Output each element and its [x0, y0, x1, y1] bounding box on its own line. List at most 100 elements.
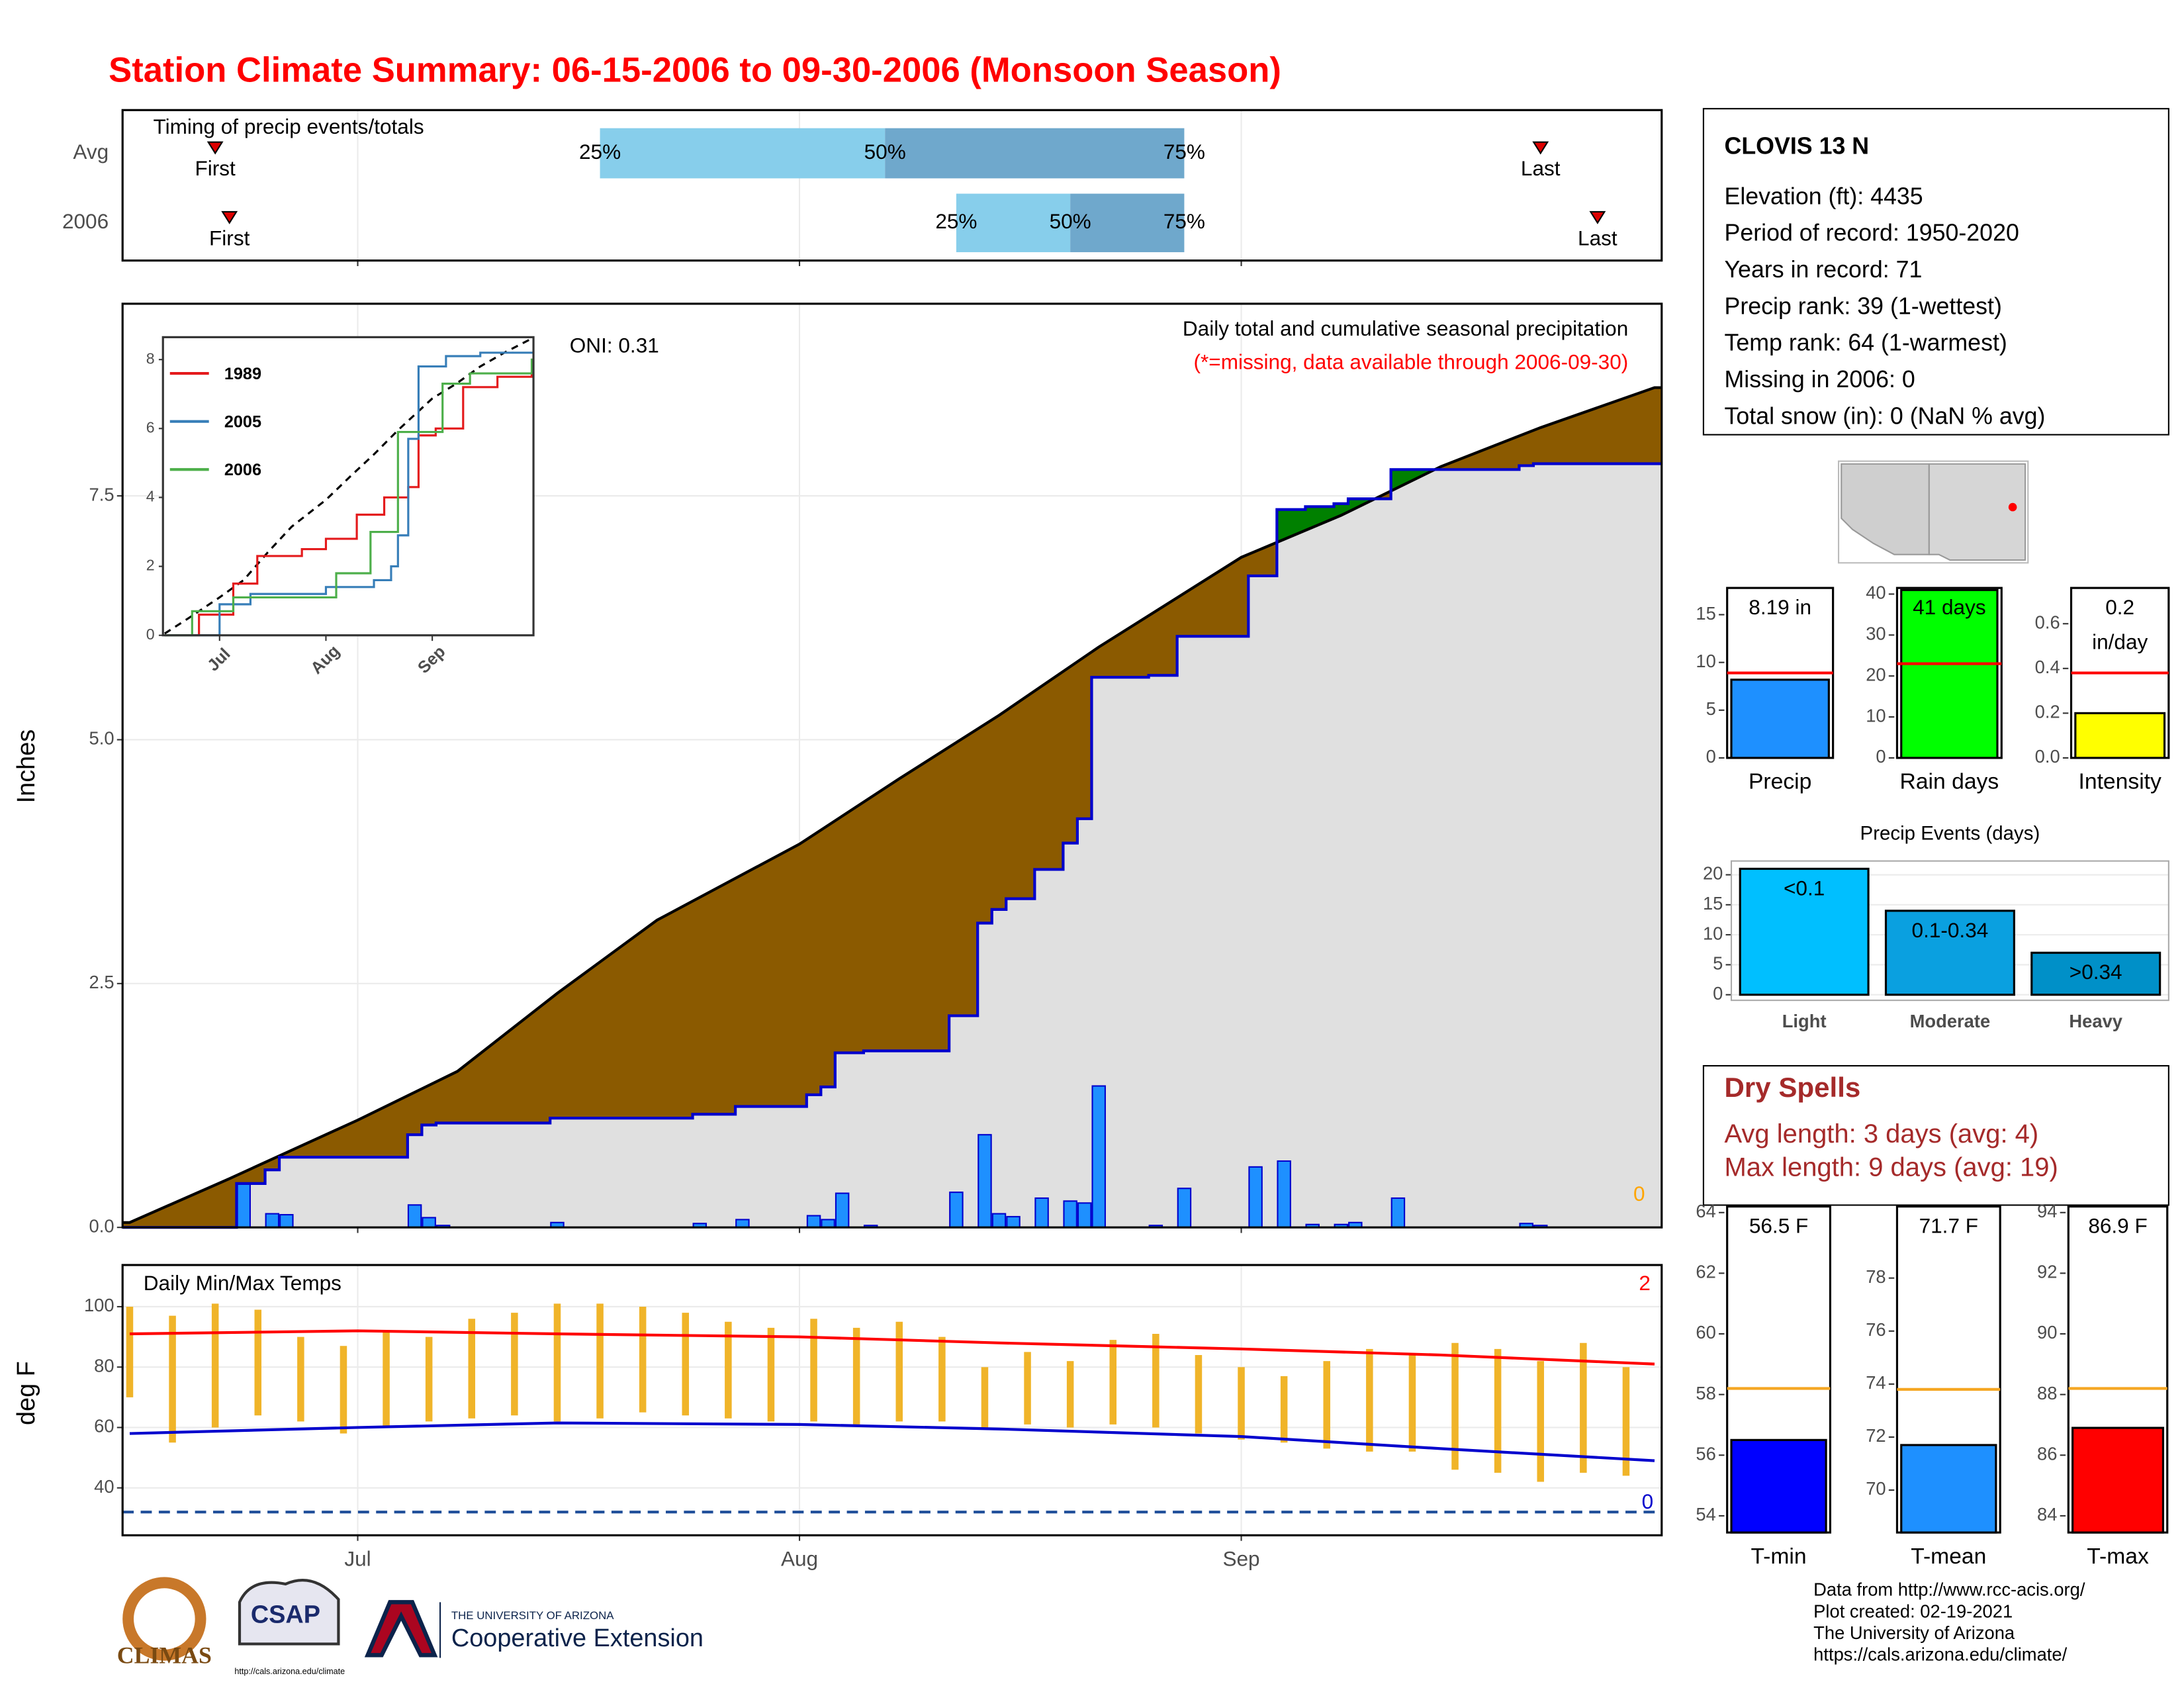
y-tick-label: 62: [1696, 1262, 1715, 1282]
first-label: First: [195, 156, 236, 180]
credit-line: Data from http://www.rcc-acis.org/: [1813, 1579, 2085, 1600]
bar: [1730, 1438, 1827, 1534]
y-tick-label: 54: [1696, 1504, 1715, 1524]
credit-line: https://cals.arizona.edu/climate/: [1813, 1644, 2067, 1665]
quartile-label: 25%: [579, 140, 621, 164]
bar: [1739, 867, 1870, 996]
y-tick-label: 40: [94, 1476, 114, 1497]
y-tick-label: 5.0: [89, 728, 114, 749]
y-tick-label: 0.4: [2035, 657, 2060, 677]
y-tick-label: 86: [2037, 1443, 2057, 1464]
y-tick-label: 74: [1866, 1372, 1886, 1393]
inset-series-line: [164, 372, 534, 637]
daily-precip-bar: [236, 1182, 251, 1229]
daily-precip-bar: [991, 1213, 1007, 1229]
y-tick-label: 64: [1696, 1201, 1715, 1221]
value-label: 0.2: [2105, 595, 2134, 619]
quartile-bar: [885, 128, 1185, 179]
station-line: Temp rank: 64 (1-warmest): [1724, 330, 2007, 356]
category-label: Light: [1782, 1011, 1827, 1031]
y-tick-label: 2: [146, 557, 155, 574]
daily-precip-bar: [806, 1215, 821, 1229]
value-label: 71.7 F: [1919, 1214, 1978, 1238]
y-tick-label: 6: [146, 418, 155, 436]
y-tick-label: 0.0: [89, 1215, 114, 1236]
dry-spells-title: Dry Spells: [1724, 1072, 1860, 1103]
last-label: Last: [1521, 156, 1561, 180]
y-tick-label: 0.0: [2035, 746, 2060, 767]
extension-text: Cooperative Extension: [451, 1624, 704, 1652]
avg-min-line: [129, 1421, 1655, 1462]
daily-precip-bar: [407, 1204, 422, 1229]
y-tick-label: 0: [1706, 746, 1716, 767]
category-label: T-max: [2087, 1544, 2149, 1569]
csap-text: CSAP: [251, 1601, 320, 1628]
daily-precip-bar: [1077, 1202, 1092, 1229]
ua-logo: [364, 1600, 438, 1658]
y-axis-label: Inches: [13, 729, 40, 804]
y-tick-label: 5: [1713, 953, 1723, 974]
map-state: [1928, 463, 2026, 561]
daily-precip-bar: [1063, 1200, 1077, 1229]
y-tick-label: 20: [1866, 664, 1886, 684]
category-label: T-min: [1751, 1544, 1806, 1569]
logos: CLIMAS CSAP http://cals.arizona.edu/clim…: [117, 1577, 704, 1676]
inset-series-line: [164, 358, 534, 637]
y-tick-label: 100: [84, 1295, 114, 1315]
y-tick-label: 40: [1866, 583, 1886, 603]
credit-line: The University of Arizona: [1813, 1622, 2015, 1643]
temp-frame: [121, 1264, 1663, 1536]
first-marker: [206, 141, 224, 155]
category-label: Precip: [1749, 770, 1811, 794]
timeline-frame: [121, 109, 1663, 262]
y-tick-label: 84: [2037, 1504, 2057, 1524]
quartile-label: 75%: [1163, 209, 1205, 233]
bar: [2074, 712, 2166, 759]
panel-subtitle: (*=missing, data available through 2006-…: [1194, 350, 1629, 374]
value-label: 41 days: [1913, 595, 1986, 619]
category-label: Intensity: [2079, 770, 2162, 794]
first-label: First: [209, 226, 250, 250]
y-tick-label: 2.5: [89, 972, 114, 992]
value-label: <0.1: [1784, 876, 1825, 900]
y-tick-label: 58: [1696, 1383, 1715, 1403]
university-text: THE UNIVERSITY OF ARIZONA: [451, 1609, 614, 1622]
missing-count: 0: [1633, 1182, 1645, 1205]
y-tick-label: 60: [1696, 1322, 1715, 1342]
category-label: Rain days: [1900, 770, 1999, 794]
y-tick-label: 8: [146, 350, 155, 367]
y-tick-label: 76: [1866, 1319, 1886, 1340]
y-tick-label: 0.6: [2035, 612, 2060, 632]
y-tick-label: 15: [1703, 893, 1723, 914]
precip-frame: [121, 303, 1663, 1229]
last-marker: [1589, 211, 1606, 224]
climas-logo: [122, 1577, 206, 1661]
daily-precip-bar: [821, 1219, 835, 1229]
daily-precip-bar: [1277, 1160, 1291, 1229]
location-map: [1838, 460, 2029, 564]
y-tick-label: 0: [1876, 746, 1886, 767]
legend-label: 2005: [224, 412, 261, 431]
record-high-count: 2: [1639, 1271, 1651, 1295]
station-name: CLOVIS 13 N: [1724, 133, 1869, 160]
bar: [1884, 910, 2015, 996]
legend-label: 2006: [224, 461, 261, 479]
daily-precip-bar: [279, 1213, 294, 1229]
y-tick-label: 92: [2037, 1262, 2057, 1282]
last-marker: [1532, 141, 1549, 155]
last-label: Last: [1578, 226, 1617, 250]
daily-precip-bar: [978, 1134, 992, 1229]
y-tick-label: 4: [146, 488, 155, 505]
y-tick-label: 94: [2037, 1201, 2057, 1221]
bar: [2030, 951, 2161, 996]
y-tick-label: 0: [1713, 983, 1723, 1004]
page-title: Station Climate Summary: 06-15-2006 to 0…: [109, 50, 1281, 89]
daily-precip-bar: [1390, 1197, 1406, 1229]
quartile-label: 75%: [1163, 140, 1205, 164]
legend-label: 1989: [224, 365, 261, 383]
y-tick-label: 7.5: [89, 484, 114, 504]
panel-title: Daily Min/Max Temps: [144, 1271, 341, 1295]
daily-precip-bar: [422, 1217, 436, 1229]
